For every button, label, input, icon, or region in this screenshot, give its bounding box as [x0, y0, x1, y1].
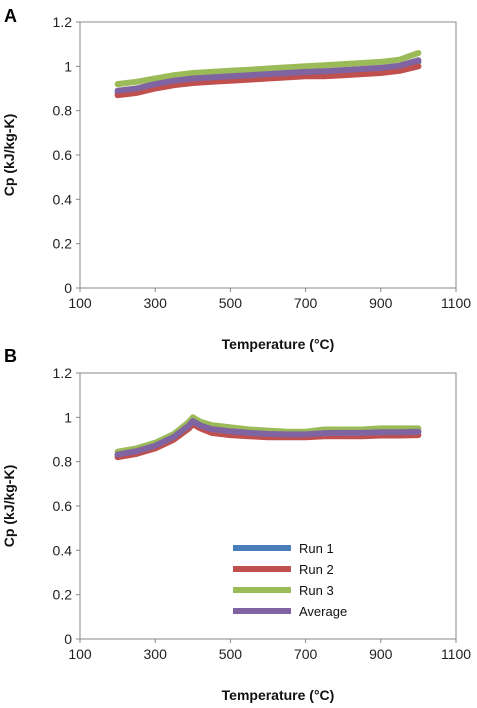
panel-b-yticks: 0 0.2 0.4 0.6 0.8 1 1.2	[53, 365, 80, 647]
ytick-label: 0.2	[53, 587, 73, 603]
ytick-label: 0	[64, 280, 72, 296]
panel-a-series	[114, 50, 422, 99]
panel-a: A Cp (kJ/kg-K) Temperature (°C) 00.20.40…	[1, 6, 471, 352]
xtick-label: 900	[369, 646, 393, 662]
ytick-label: 0	[64, 631, 72, 647]
panel-a-yticks: 0 0.2 0.4 0.6 0.8 1 1.2	[53, 14, 80, 296]
panel-b-letter: B	[4, 346, 17, 366]
panel-a-xticks: 100 300 500 700 900 1100	[68, 288, 471, 311]
ytick-label: 0.4	[53, 191, 73, 207]
ytick-label: 1.2	[53, 14, 73, 30]
xtick-label: 300	[144, 295, 168, 311]
ytick-label: 1.2	[53, 365, 73, 381]
ytick-label: 0.8	[53, 454, 73, 470]
xtick-label: 1100	[441, 646, 471, 662]
ytick-label: 0.8	[53, 103, 73, 119]
series-line-average	[114, 418, 422, 458]
panel-b-plot-area	[79, 372, 457, 640]
panel-a-letter: A	[4, 6, 17, 26]
xtick-label: 700	[294, 646, 318, 662]
xtick-label: 100	[68, 295, 92, 311]
legend-label: Run 2	[299, 562, 334, 577]
series-line-run-3	[114, 50, 422, 88]
xtick-label: 100	[68, 646, 92, 662]
panel-b-series	[114, 414, 422, 461]
series-line-average	[114, 57, 422, 94]
ytick-label: 1	[64, 409, 72, 425]
xtick-label: 700	[294, 295, 318, 311]
ytick-label: 0.2	[53, 236, 73, 252]
legend-label: Run 3	[299, 583, 334, 598]
ytick-label: 1	[64, 58, 72, 74]
xtick-label: 500	[219, 646, 243, 662]
panel-b-xticks: 100 300 500 700 900 1100	[68, 639, 471, 662]
panel-b: B Cp (kJ/kg-K) Temperature (°C) 00.20.40…	[1, 346, 471, 703]
panel-b-xlabel: Temperature (°C)	[222, 687, 335, 703]
xtick-label: 500	[219, 295, 243, 311]
legend-label: Run 1	[299, 541, 334, 556]
ytick-label: 0.6	[53, 498, 73, 514]
legend-label: Average	[299, 604, 347, 619]
ytick-label: 0.6	[53, 147, 73, 163]
panel-b-legend: Run 1 Run 2 Run 3 Average	[233, 541, 347, 619]
xtick-label: 900	[369, 295, 393, 311]
xtick-label: 300	[144, 646, 168, 662]
ytick-label: 0.4	[53, 542, 73, 558]
panel-a-ylabel: Cp (kJ/kg-K)	[1, 114, 17, 196]
series-line-run-2	[114, 63, 422, 99]
panel-a-xlabel: Temperature (°C)	[222, 336, 335, 352]
xtick-label: 1100	[441, 295, 471, 311]
panel-b-ylabel: Cp (kJ/kg-K)	[1, 465, 17, 547]
